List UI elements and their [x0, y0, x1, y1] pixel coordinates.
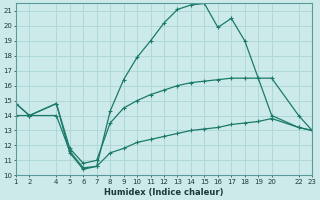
X-axis label: Humidex (Indice chaleur): Humidex (Indice chaleur)	[104, 188, 224, 197]
